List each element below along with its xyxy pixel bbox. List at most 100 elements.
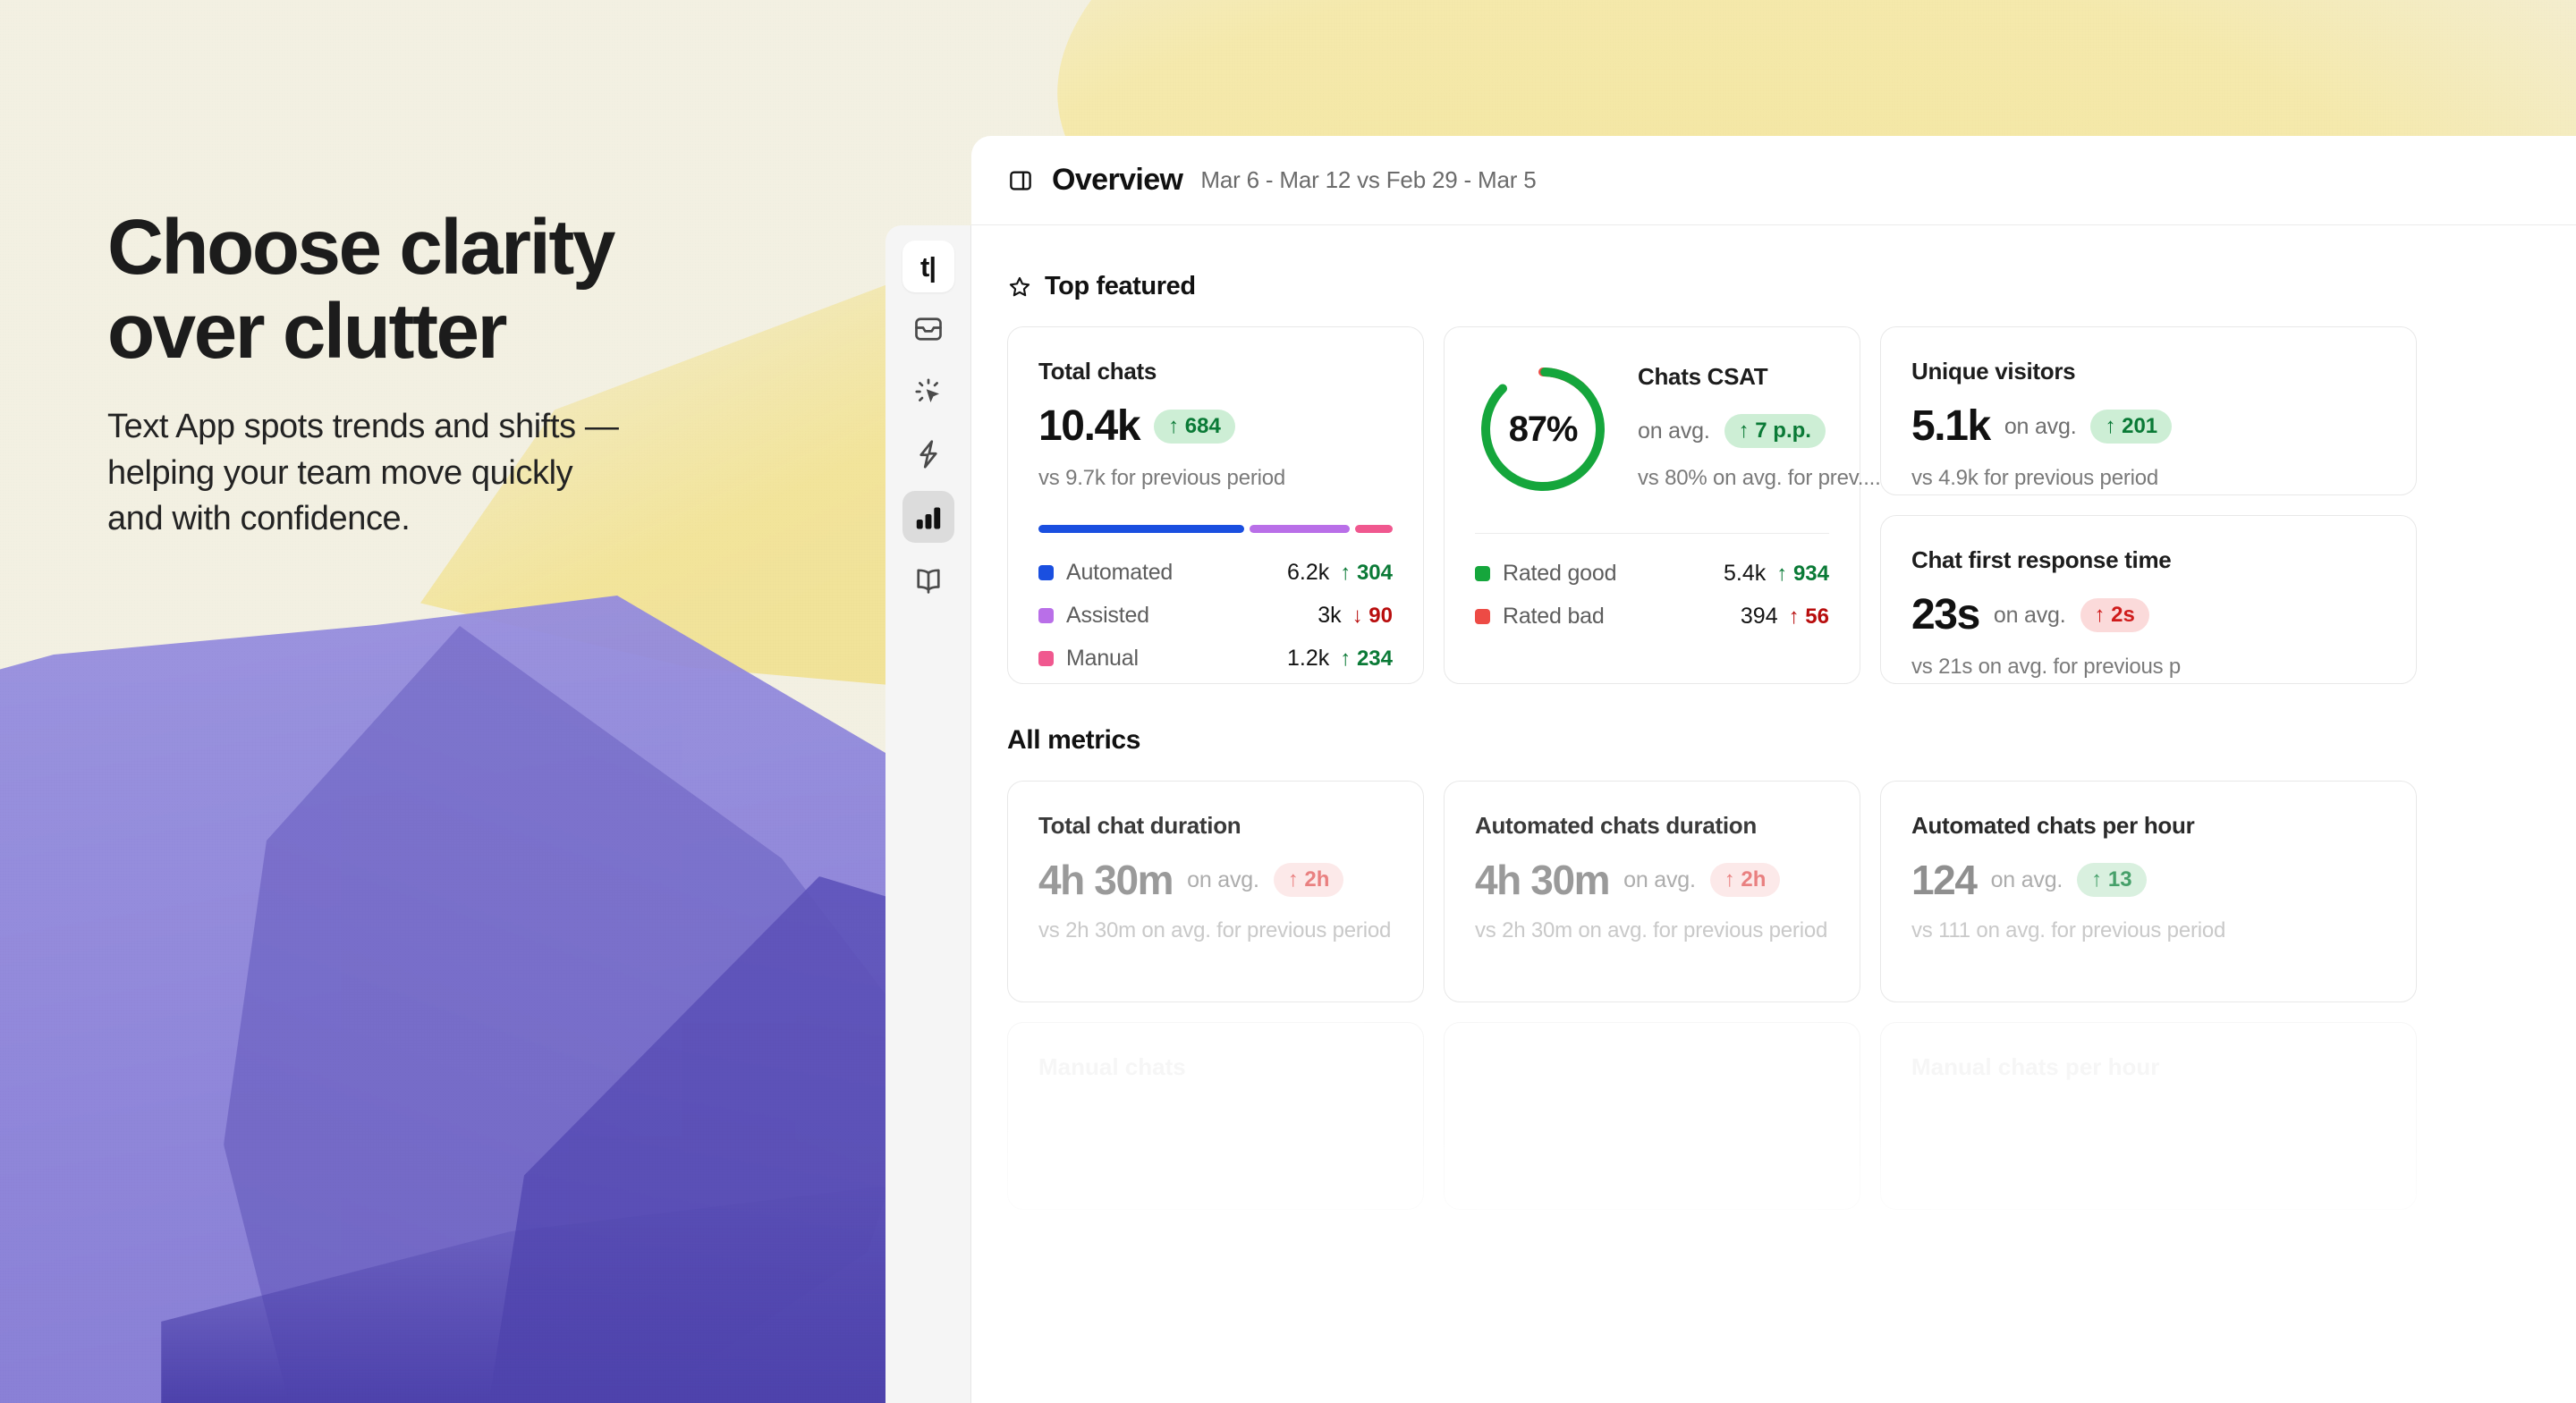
legend-value: 394 bbox=[1740, 604, 1778, 629]
legend-swatch-automated bbox=[1038, 565, 1054, 580]
primary-value-row: 124 on avg. ↑ 13 bbox=[1911, 859, 2385, 900]
on-average-label: on avg. bbox=[2004, 413, 2077, 439]
stack-segment-automated bbox=[1038, 525, 1245, 533]
legend-value: 6.2k bbox=[1287, 560, 1330, 585]
total-chats-legend: Automated 6.2k ↑ 304 Assisted 3k bbox=[1038, 560, 1393, 672]
card-divider bbox=[1475, 533, 1829, 534]
book-icon bbox=[912, 563, 945, 596]
legend-label: Rated bad bbox=[1503, 604, 1605, 629]
dashboard-panel: Overview Mar 6 - Mar 12 vs Feb 29 - Mar … bbox=[971, 136, 2576, 1403]
lightning-bolt-icon bbox=[912, 438, 945, 470]
right-stacked-column: Unique visitors 5.1k on avg. ↑ 201 vs 4.… bbox=[1880, 326, 2417, 684]
app-window: t| bbox=[886, 136, 2576, 1403]
panel-body: Top featured Total chats 10.4k ↑ 684 vs … bbox=[971, 272, 2576, 1403]
card-total-chats[interactable]: Total chats 10.4k ↑ 684 vs 9.7k for prev… bbox=[1007, 326, 1424, 684]
card-chat-first-response-time[interactable]: Chat first response time 23s on avg. ↑ 2… bbox=[1880, 515, 2417, 684]
on-average-label: on avg. bbox=[1187, 866, 1259, 892]
app-logo-button[interactable]: t| bbox=[902, 241, 954, 292]
card-automated-chats-per-hour[interactable]: Automated chats per hour 124 on avg. ↑ 1… bbox=[1880, 781, 2417, 1002]
card-manual-chats-per-hour[interactable]: Manual chats per hour bbox=[1880, 1022, 2417, 1210]
legend-value: 1.2k bbox=[1287, 646, 1330, 671]
marketing-copy: Choose clarity over clutter Text App spo… bbox=[107, 206, 841, 543]
on-average-label: on avg. bbox=[1638, 418, 1710, 444]
legend-swatch-manual bbox=[1038, 651, 1054, 666]
card-title: Manual chats per hour bbox=[1911, 1053, 2160, 1080]
legend-swatch-rated-good bbox=[1475, 566, 1490, 581]
csat-percent-label: 87% bbox=[1508, 409, 1579, 449]
cursor-click-icon bbox=[912, 376, 945, 408]
delta-badge: ↑ 7 p.p. bbox=[1724, 414, 1826, 448]
comparison-note: vs 4.9k for previous period bbox=[1911, 466, 2159, 490]
legend-label: Assisted bbox=[1066, 603, 1149, 628]
card-chats-csat[interactable]: 87% Chats CSAT on avg. ↑ 7 p.p. vs 80% o… bbox=[1444, 326, 1881, 684]
inbox-icon bbox=[912, 313, 945, 345]
sidebar-item-reports[interactable] bbox=[902, 491, 954, 543]
on-average-label: on avg. bbox=[1623, 866, 1696, 892]
card-automated-chats-duration[interactable]: Automated chats duration 4h 30m on avg. … bbox=[1444, 781, 1860, 1002]
page-title: Overview bbox=[1052, 163, 1183, 197]
comparison-note: vs 9.7k for previous period bbox=[1038, 466, 1286, 490]
primary-value-row: on avg. ↑ 7 p.p. bbox=[1638, 414, 1829, 448]
metric-value: 4h 30m bbox=[1475, 857, 1611, 903]
sidebar-item-engage[interactable] bbox=[902, 366, 954, 418]
stack-segment-assisted bbox=[1250, 525, 1350, 533]
primary-value-row: 4h 30m on avg. ↑ 2h bbox=[1038, 859, 1393, 900]
date-range-label[interactable]: Mar 6 - Mar 12 vs Feb 29 - Mar 5 bbox=[1200, 166, 1537, 193]
card-manual-chats-duration[interactable] bbox=[1444, 1022, 1860, 1210]
primary-value-row: 23s on avg. ↑ 2s bbox=[1911, 594, 2385, 637]
top-featured-heading: Top featured bbox=[1007, 272, 2576, 301]
card-title: Manual chats bbox=[1038, 1053, 1186, 1080]
legend-value: 5.4k bbox=[1724, 561, 1767, 586]
primary-value-row: 10.4k ↑ 684 bbox=[1038, 405, 1393, 448]
card-unique-visitors[interactable]: Unique visitors 5.1k on avg. ↑ 201 vs 4.… bbox=[1880, 326, 2417, 495]
metric-value: 4h 30m bbox=[1038, 857, 1174, 903]
legend-delta: ↑ 56 bbox=[1788, 604, 1829, 629]
delta-badge: ↑ 13 bbox=[2077, 863, 2147, 897]
card-manual-chats[interactable]: Manual chats bbox=[1007, 1022, 1424, 1210]
comparison-note: vs 21s on avg. for previous p bbox=[1911, 655, 2182, 679]
all-metrics-row: Total chat duration 4h 30m on avg. ↑ 2h … bbox=[1007, 781, 2576, 1002]
comparison-note: vs 2h 30m on avg. for previous period bbox=[1038, 918, 1392, 942]
legend-delta: ↑ 934 bbox=[1776, 561, 1829, 586]
metric-value: 5.1k bbox=[1911, 402, 1991, 450]
csat-legend: Rated good 5.4k ↑ 934 Rated bad bbox=[1475, 561, 1829, 630]
card-total-chat-duration[interactable]: Total chat duration 4h 30m on avg. ↑ 2h … bbox=[1007, 781, 1424, 1002]
sidebar-item-inbox[interactable] bbox=[902, 303, 954, 355]
bar-chart-icon bbox=[912, 501, 945, 533]
legend-item: Rated good 5.4k ↑ 934 bbox=[1475, 561, 1829, 587]
legend-item: Manual 1.2k ↑ 234 bbox=[1038, 646, 1393, 672]
top-featured-row: Total chats 10.4k ↑ 684 vs 9.7k for prev… bbox=[1007, 326, 2576, 684]
all-metrics-row-faded: Manual chats Manual chats per hour bbox=[1007, 1022, 2576, 1210]
star-icon bbox=[1007, 275, 1032, 300]
delta-badge: ↑ 201 bbox=[2090, 410, 2173, 444]
card-title: Total chat duration bbox=[1038, 812, 1241, 839]
legend-delta: ↑ 234 bbox=[1340, 646, 1393, 671]
card-title: Total chats bbox=[1038, 358, 1157, 385]
legend-item: Assisted 3k ↓ 90 bbox=[1038, 603, 1393, 629]
marketing-subcopy: Text App spots trends and shifts — helpi… bbox=[107, 407, 619, 538]
on-average-label: on avg. bbox=[1990, 866, 2063, 892]
card-title: Unique visitors bbox=[1911, 358, 2076, 385]
legend-label: Manual bbox=[1066, 646, 1139, 671]
legend-value: 3k bbox=[1318, 603, 1342, 628]
sidebar-item-automation[interactable] bbox=[902, 428, 954, 480]
all-metrics-heading: All metrics bbox=[1007, 725, 2576, 756]
all-metrics-title: All metrics bbox=[1007, 725, 1140, 755]
stacked-bar-chart bbox=[1038, 525, 1393, 533]
panel-toggle-icon[interactable] bbox=[1007, 167, 1034, 194]
legend-swatch-assisted bbox=[1038, 608, 1054, 623]
app-logo-label: t| bbox=[920, 250, 936, 283]
legend-label: Automated bbox=[1066, 560, 1174, 585]
app-sidebar-rail: t| bbox=[886, 225, 971, 1403]
sidebar-item-knowledge[interactable] bbox=[902, 554, 954, 605]
delta-badge: ↑ 684 bbox=[1154, 410, 1235, 444]
comparison-note: vs 2h 30m on avg. for previous period bbox=[1475, 918, 1828, 942]
delta-badge: ↑ 2h bbox=[1273, 863, 1344, 897]
legend-swatch-rated-bad bbox=[1475, 609, 1490, 624]
panel-header: Overview Mar 6 - Mar 12 vs Feb 29 - Mar … bbox=[971, 136, 2576, 225]
legend-item: Rated bad 394 ↑ 56 bbox=[1475, 604, 1829, 630]
legend-delta: ↑ 304 bbox=[1340, 560, 1393, 585]
card-title bbox=[1475, 1053, 1829, 1081]
delta-badge: ↑ 2h bbox=[1709, 863, 1781, 897]
